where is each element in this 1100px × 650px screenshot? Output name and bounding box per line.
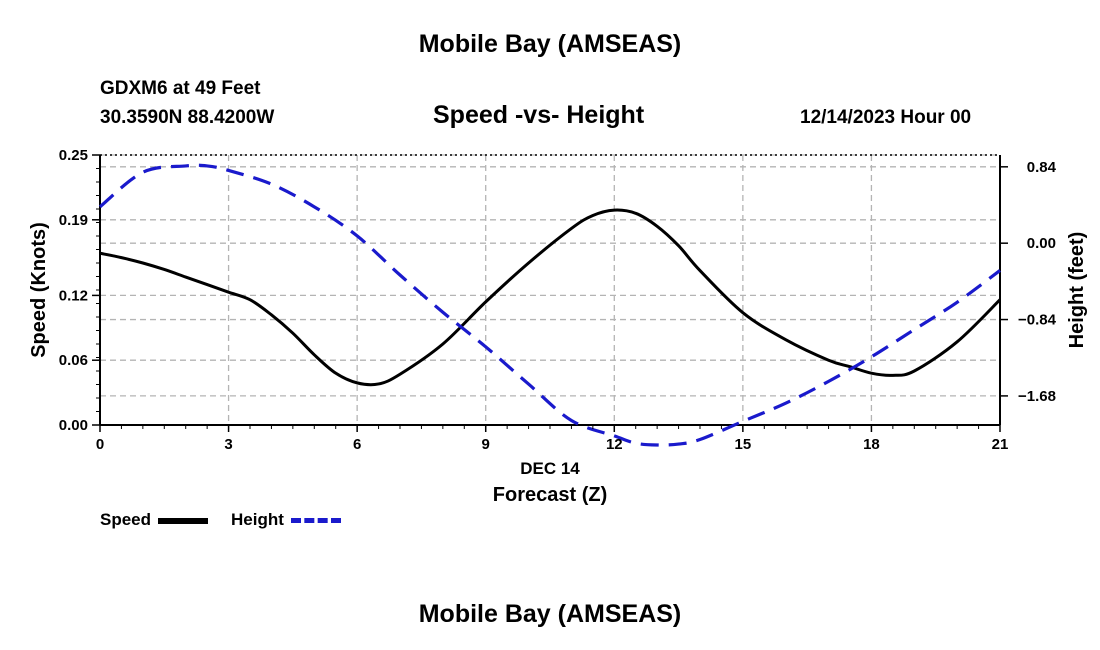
forecast-datetime: 12/14/2023 Hour 00	[800, 107, 972, 128]
legend-height: Height	[231, 510, 341, 530]
y-left-tick-label: 0.06	[59, 352, 88, 369]
legend-speed: Speed	[100, 510, 208, 530]
legend-height-swatch	[290, 518, 341, 524]
y-left-tick-label: 0.12	[59, 287, 88, 304]
speed-series-line	[99, 208, 1002, 387]
chart-title: Speed -vs- Height	[433, 101, 645, 129]
height-series-line	[98, 163, 1001, 447]
y-right-tick-label: 0.84	[1027, 159, 1057, 176]
y-left-tick-label: 0.25	[59, 147, 88, 164]
coordinates-label: 30.3590N 88.4200W	[100, 107, 275, 128]
x-tick-label: 9	[482, 436, 490, 453]
station-label: GDXM6 at 49 Feet	[100, 78, 261, 99]
legend-height-label: Height	[231, 510, 284, 529]
x-tick-label: 18	[863, 436, 880, 453]
legend-speed-swatch	[157, 517, 208, 524]
footer-title: Mobile Bay (AMSEAS)	[418, 600, 682, 628]
y-axis-right-title: Height (feet)	[1066, 232, 1088, 349]
y-right-tick-label: −0.84	[1018, 312, 1057, 329]
x-tick-label: 15	[735, 436, 752, 453]
x-tick-label: 21	[992, 436, 1009, 453]
series-layer	[98, 163, 1002, 447]
y-left-tick-label: 0.00	[59, 417, 88, 434]
y-left-tick-label: 0.19	[59, 212, 88, 229]
x-axis-date-label: DEC 14	[520, 459, 580, 478]
grid	[100, 154, 1000, 425]
y-axis-left-title: Speed (Knots)	[28, 222, 50, 358]
x-axis-title: Forecast (Z)	[493, 484, 607, 506]
y-right-tick-label: −1.68	[1018, 388, 1056, 405]
tick-layer: 0 3 6 9 12 15 18 21 0.00 0.06 0.12 0.19 0.25 0.84 0.00…	[59, 147, 1057, 453]
main-title: Mobile Bay (AMSEAS)	[418, 30, 682, 58]
x-tick-label: 12	[606, 436, 623, 453]
x-tick-label: 0	[96, 436, 104, 453]
legend-speed-label: Speed	[100, 510, 152, 529]
x-tick-label: 3	[224, 436, 232, 453]
y-right-tick-label: 0.00	[1027, 235, 1056, 252]
x-tick-label: 6	[353, 436, 361, 453]
plot-frame	[99, 154, 1001, 426]
